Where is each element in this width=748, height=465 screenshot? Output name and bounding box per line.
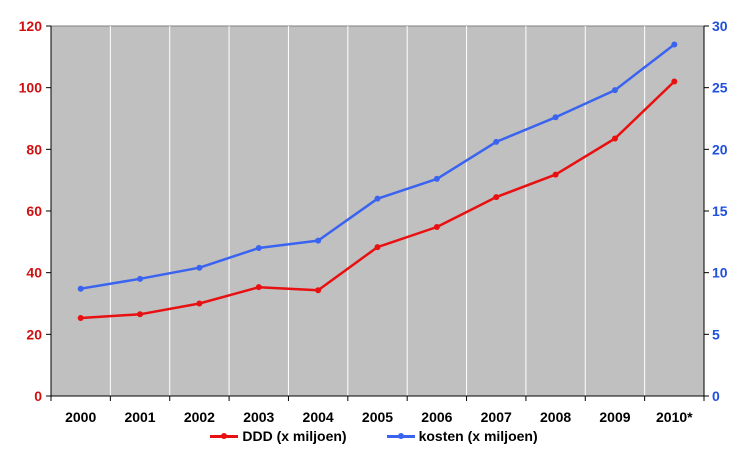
- y-right-tick-label: 20: [712, 141, 728, 157]
- x-tick-label: 2007: [481, 409, 512, 425]
- y-right-tick-label: 15: [712, 203, 728, 219]
- data-point-series-0: [77, 314, 84, 321]
- data-point-series-1: [374, 195, 381, 202]
- data-point-series-0: [552, 171, 559, 178]
- data-point-series-1: [255, 245, 262, 251]
- data-point-series-0: [374, 244, 381, 251]
- data-point-series-1: [671, 41, 678, 48]
- data-point-series-0: [196, 300, 203, 307]
- data-point-series-1: [552, 114, 559, 121]
- x-tick-label: 2002: [184, 409, 215, 425]
- data-point-series-1: [611, 87, 618, 94]
- legend-swatch-kosten: [386, 430, 415, 442]
- legend: DDD (x miljoen) kosten (x miljoen): [0, 428, 748, 444]
- y-left-tick-label: 100: [19, 80, 43, 96]
- data-point-series-0: [137, 311, 144, 318]
- data-point-series-1: [196, 264, 203, 271]
- data-point-series-0: [255, 284, 262, 291]
- data-point-series-1: [433, 175, 440, 182]
- x-tick-label: 2009: [599, 409, 630, 425]
- x-tick-label: 2004: [303, 409, 334, 425]
- x-tick-label: 2008: [540, 409, 571, 425]
- y-left-tick-label: 40: [26, 265, 42, 281]
- legend-label-ddd: DDD (x miljoen): [242, 428, 347, 444]
- data-point-series-1: [137, 275, 144, 282]
- x-tick-label: 2000: [65, 409, 96, 425]
- legend-item-kosten: kosten (x miljoen): [386, 428, 538, 444]
- y-right-tick-label: 0: [712, 388, 720, 404]
- y-right-tick-label: 5: [712, 326, 720, 342]
- data-point-series-1: [77, 285, 84, 292]
- data-point-series-1: [493, 138, 500, 145]
- data-point-series-0: [671, 78, 678, 85]
- x-tick-label: 2010*: [656, 409, 693, 425]
- data-point-series-0: [433, 224, 440, 231]
- x-tick-label: 2005: [362, 409, 393, 425]
- y-right-tick-label: 30: [712, 18, 728, 34]
- data-point-series-1: [315, 237, 322, 244]
- data-point-series-0: [611, 135, 618, 142]
- y-right-tick-label: 25: [712, 80, 728, 96]
- x-tick-label: 2001: [124, 409, 155, 425]
- y-left-tick-label: 20: [26, 326, 42, 342]
- y-left-tick-label: 80: [26, 141, 42, 157]
- plot-area: [50, 25, 705, 397]
- data-point-series-0: [493, 194, 500, 201]
- legend-item-ddd: DDD (x miljoen): [210, 428, 347, 444]
- legend-swatch-ddd: [210, 430, 239, 442]
- x-tick-label: 2006: [421, 409, 452, 425]
- y-left-tick-label: 0: [34, 388, 42, 404]
- legend-label-kosten: kosten (x miljoen): [418, 428, 538, 444]
- y-left-tick-label: 60: [26, 203, 42, 219]
- data-point-series-0: [315, 287, 322, 294]
- y-right-tick-label: 10: [712, 265, 728, 281]
- x-tick-label: 2003: [243, 409, 274, 425]
- y-left-tick-label: 120: [19, 18, 43, 34]
